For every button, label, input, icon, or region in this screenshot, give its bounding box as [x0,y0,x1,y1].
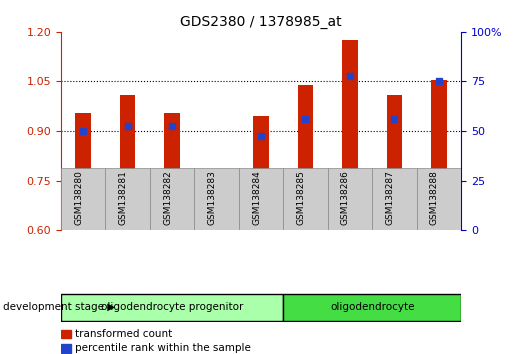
Text: GSM138287: GSM138287 [385,170,394,225]
Bar [209,212,224,230]
Bar [61,344,71,353]
Text: transformed count: transformed count [75,329,172,339]
Bar [164,113,180,230]
Text: GSM138283: GSM138283 [208,170,217,225]
Bar [61,330,71,338]
FancyBboxPatch shape [61,293,283,321]
Bar [386,95,402,230]
FancyBboxPatch shape [150,168,195,230]
FancyBboxPatch shape [105,168,150,230]
Text: GSM138282: GSM138282 [163,170,172,225]
Text: GSM138280: GSM138280 [74,170,83,225]
Bar [75,113,91,230]
Text: oligodendrocyte: oligodendrocyte [330,302,414,312]
Bar [253,116,269,230]
Bar [120,95,136,230]
Text: GSM138288: GSM138288 [430,170,439,225]
Bar [431,80,447,230]
Text: GSM138281: GSM138281 [119,170,128,225]
Bar [298,85,313,230]
FancyBboxPatch shape [283,293,461,321]
FancyBboxPatch shape [417,168,461,230]
Text: GSM138284: GSM138284 [252,170,261,225]
Text: percentile rank within the sample: percentile rank within the sample [75,343,251,353]
Text: development stage ▶: development stage ▶ [3,302,115,312]
Bar [342,40,358,230]
FancyBboxPatch shape [195,168,239,230]
Text: GSM138286: GSM138286 [341,170,350,225]
Text: GSM138285: GSM138285 [296,170,305,225]
Title: GDS2380 / 1378985_at: GDS2380 / 1378985_at [180,16,342,29]
FancyBboxPatch shape [61,168,105,230]
FancyBboxPatch shape [283,168,328,230]
Text: oligodendrocyte progenitor: oligodendrocyte progenitor [101,302,243,312]
FancyBboxPatch shape [328,168,372,230]
FancyBboxPatch shape [372,168,417,230]
FancyBboxPatch shape [239,168,283,230]
